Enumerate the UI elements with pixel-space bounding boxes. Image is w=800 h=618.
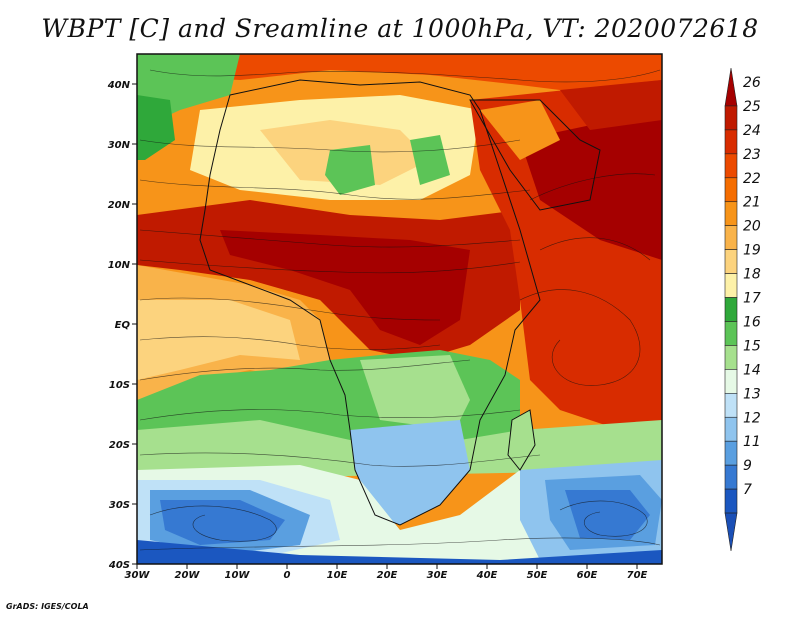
colorbar-label: 23 (743, 147, 761, 163)
colorbar-swatch (724, 201, 738, 226)
colorbar-label: 24 (743, 123, 761, 139)
x-tick-label: 30E (427, 570, 448, 581)
colorbar-swatch (724, 177, 738, 203)
colorbar-swatch (724, 67, 738, 107)
y-tick-label: 40N (107, 80, 131, 91)
coastlines (199, 79, 601, 526)
colorbar-swatch (724, 249, 738, 274)
x-tick-label: 60E (577, 570, 598, 581)
colorbar-label: 7 (743, 482, 752, 498)
map-frame (136, 53, 663, 565)
colorbar-label: 26 (743, 75, 761, 91)
colorbar-swatch (724, 345, 738, 370)
x-tick-label: 10E (327, 570, 348, 581)
colorbar-swatch (724, 105, 738, 131)
y-tick-label: 30N (108, 140, 131, 151)
colorbar-label: 9 (743, 458, 752, 474)
x-tick-label: 10W (225, 570, 251, 581)
y-tick-label: 10N (108, 260, 131, 271)
colorbar-swatch (724, 440, 738, 466)
y-tick-label: 10S (109, 380, 130, 391)
y-tick-label: 30S (109, 500, 130, 511)
colorbar-label: 17 (743, 291, 761, 307)
colorbar-label: 20 (743, 219, 761, 235)
colorbar-label: 21 (743, 195, 761, 211)
y-tick-label: 40S (108, 560, 130, 571)
x-tick-label: 20E (377, 570, 398, 581)
colorbar-label: 15 (743, 338, 761, 354)
colorbar-swatch (724, 129, 738, 155)
colorbar-swatch (724, 393, 738, 418)
chart-title: WBPT [C] and Sreamline at 1000hPa, VT: 2… (41, 14, 759, 43)
colorbar-label: 18 (743, 267, 761, 283)
colorbar-swatch (724, 225, 738, 250)
axis-ticks: 30W 20W 10W 0 10E 20E 30E 40E 50E 60E 70E 40S 30S 20S… (107, 80, 648, 581)
colorbar-label: 11 (743, 434, 761, 450)
colorbar-swatch (724, 153, 738, 179)
y-tick-label: EQ (115, 320, 131, 331)
colorbar-label: 16 (743, 314, 761, 330)
colorbar-label: 14 (743, 362, 761, 378)
wbpt-field (137, 54, 662, 564)
colorbar-swatch (724, 416, 738, 442)
colorbar-swatch (724, 464, 738, 490)
x-tick-label: 50E (527, 570, 548, 581)
x-tick-label: 40E (476, 570, 498, 581)
x-tick-label: 70E (627, 570, 648, 581)
footer-credit: GrADS: IGES/COLA (6, 602, 89, 611)
y-tick-label: 20S (109, 440, 130, 451)
x-tick-label: 0 (284, 570, 291, 581)
colorbar-swatch (724, 273, 738, 298)
colorbar-label: 25 (743, 99, 761, 115)
colorbar-swatch (724, 321, 738, 346)
y-tick-label: 20N (108, 200, 131, 211)
x-tick-label: 20W (175, 570, 201, 581)
colorbar-swatch (724, 369, 738, 394)
colorbar-swatch (724, 297, 738, 322)
colorbar-label: 12 (743, 410, 761, 426)
colorbar-label: 19 (743, 243, 761, 259)
colorbar: 26 25 24 23 22 21 20 19 18 17 16 15 14 13 12 11 9 7 (724, 67, 761, 552)
colorbar-label: 22 (743, 171, 761, 187)
colorbar-swatch (724, 512, 738, 552)
x-tick-label: 30W (125, 570, 151, 581)
colorbar-swatch (724, 488, 738, 514)
colorbar-label: 13 (743, 386, 761, 402)
